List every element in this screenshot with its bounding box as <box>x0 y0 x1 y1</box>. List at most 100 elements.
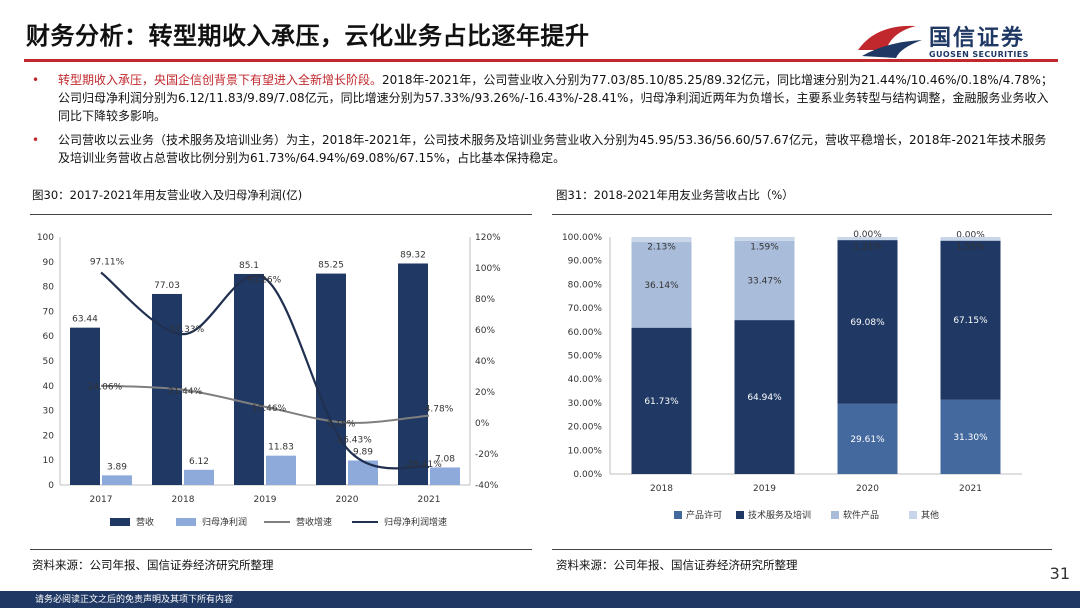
legend-label: 技术服务及培训 <box>748 509 811 521</box>
stacked-bar-segment <box>837 237 898 241</box>
y2-tick-label: 20% <box>475 388 495 398</box>
logo-name-cn: 国信证券 <box>929 26 1026 51</box>
y2-tick-label: 100% <box>475 264 501 274</box>
bullet-text: 公司营收以云业务（技术服务及培训业务）为主，2018年-2021年，公司技术服务… <box>58 133 1047 165</box>
segment-label: 1.55% <box>956 242 985 252</box>
y-tick-label: 30 <box>43 407 55 417</box>
y-tick-label: 20 <box>43 431 55 441</box>
revenue-bar <box>234 273 264 485</box>
x-tick-label: 2018 <box>650 484 673 494</box>
footer-bar: 请务必阅读正文之后的免责声明及其项下所有内容 <box>0 591 1080 608</box>
y-tick-label: 70 <box>43 307 55 317</box>
bullet-lead: 转型期收入承压，央国企信创背景下有望进入全新增长阶段。 <box>58 73 383 87</box>
y-tick-label: 10 <box>43 456 55 466</box>
segment-label: 31.30% <box>953 433 988 443</box>
left-source: 资料来源：公司年报、国信证券经济研究所整理 <box>32 558 274 572</box>
profit-growth-label: 57.33% <box>170 325 205 335</box>
title-divider <box>24 59 1058 62</box>
stacked-bar-segment <box>631 242 692 328</box>
legend-swatch <box>909 511 917 519</box>
x-tick-label: 2020 <box>336 495 359 505</box>
left-chart-title: 图30：2017-2021年用友营业收入及归母净利润(亿) <box>32 188 303 202</box>
legend-label-profit-growth: 归母净利润增速 <box>384 516 447 528</box>
bullet-text: 2018年-2021年，公司营业收入分别为77.03/85.10/85.25/8… <box>58 73 1053 123</box>
x-tick-label: 2018 <box>172 495 195 505</box>
segment-label: 61.73% <box>644 397 679 407</box>
legend-label: 软件产品 <box>843 509 879 521</box>
legend-label: 其他 <box>921 509 939 521</box>
guosen-logo-icon <box>858 25 922 58</box>
legend-label: 产品许可 <box>686 509 722 521</box>
segment-label: 0.00% <box>853 230 882 240</box>
legend-swatch <box>674 511 682 519</box>
revenue-growth-line <box>100 384 430 424</box>
page-title: 财务分析：转型期收入承压，云化业务占比逐年提升 <box>26 22 590 50</box>
x-tick-label: 2021 <box>418 495 441 505</box>
revenue-bar-label: 63.44 <box>72 315 98 325</box>
profit-growth-label: 93.26% <box>247 275 282 285</box>
y-tick-label: 0 <box>48 481 54 491</box>
left-title-rule <box>30 214 532 215</box>
segment-label: 33.47% <box>747 276 782 286</box>
y-tick-label: 60 <box>43 332 55 342</box>
stacked-bar-segment <box>837 403 898 474</box>
segment-label: 67.15% <box>953 316 988 326</box>
y-tick-label: 0.00% <box>573 470 602 480</box>
revenue-bar-label: 77.03 <box>154 281 180 291</box>
x-tick-label: 2020 <box>856 484 879 494</box>
y-tick-label: 40.00% <box>568 375 603 385</box>
segment-label: 69.08% <box>850 318 885 328</box>
profit-bar <box>266 455 296 485</box>
revenue-bar <box>316 273 346 485</box>
profit-growth-label: -28.41% <box>404 460 442 470</box>
legend-swatch <box>831 511 839 519</box>
y-tick-label: 10.00% <box>568 446 603 456</box>
stacked-bar-segment <box>734 240 795 321</box>
profit-bar-label: 11.83 <box>268 443 294 453</box>
business-mix-chart: 0.00% 10.00% 20.00% 30.00% 40.00% 50.00% 60.00… <box>562 230 1022 521</box>
page-number: 31 <box>1049 564 1070 583</box>
revenue-bar <box>398 263 428 485</box>
y-tick-label: 30.00% <box>568 399 603 409</box>
y-tick-label: 90 <box>43 258 55 268</box>
segment-label: 1.59% <box>750 242 779 252</box>
legend-swatch-revenue <box>110 518 130 526</box>
stacked-bar-segment <box>734 320 795 474</box>
segment-label: 64.94% <box>747 393 782 403</box>
y-tick-label: 90.00% <box>568 257 603 267</box>
stacked-bar-segment <box>631 237 692 243</box>
y-tick-label: 70.00% <box>568 304 603 314</box>
stacked-bar-segment <box>940 399 1001 474</box>
legend-label-revenue-growth: 营收增速 <box>296 516 332 528</box>
revenue-bar <box>70 327 100 485</box>
stacked-bar-segment <box>631 327 692 474</box>
y-tick-label: 40 <box>43 382 55 392</box>
revenue-growth-label: 10.46% <box>252 404 287 414</box>
segment-label: 36.14% <box>644 281 679 291</box>
stacked-bar-segment <box>837 240 898 404</box>
revenue-growth-label: 4.78% <box>425 405 454 415</box>
segment-label: 29.61% <box>850 435 885 445</box>
legend-swatch <box>736 511 744 519</box>
revenue-bar-label: 89.32 <box>400 250 426 260</box>
bullet-cloud: • 公司营收以云业务（技术服务及培训业务）为主，2018年-2021年，公司技术… <box>32 131 1058 167</box>
revenue-growth-label: 21.44% <box>168 387 203 397</box>
x-tick-label: 2019 <box>254 495 277 505</box>
revenue-growth-label: 24.06% <box>88 383 123 393</box>
segment-label: 2.13% <box>647 242 676 252</box>
y-tick-label: 100 <box>37 233 54 243</box>
left-source-rule <box>30 549 532 550</box>
profit-bar-label: 7.08 <box>435 454 455 464</box>
bullet-dot: • <box>32 133 40 147</box>
logo-name-en: GUOSEN SECURITIES <box>929 50 1029 59</box>
revenue-growth-label: 0.18% <box>327 420 356 430</box>
y-tick-label: 80.00% <box>568 280 603 290</box>
y-tick-label: 20.00% <box>568 423 603 433</box>
y-tick-label: 50 <box>43 357 55 367</box>
profit-bar <box>348 460 378 485</box>
bullet-revenue: • 转型期收入承压，央国企信创背景下有望进入全新增长阶段。2018年-2021年… <box>32 71 1058 125</box>
profit-growth-label: 97.11% <box>90 257 125 267</box>
profit-bar-label: 9.89 <box>353 447 373 457</box>
stacked-bar-segment <box>940 237 1001 241</box>
y2-tick-label: 80% <box>475 295 495 305</box>
